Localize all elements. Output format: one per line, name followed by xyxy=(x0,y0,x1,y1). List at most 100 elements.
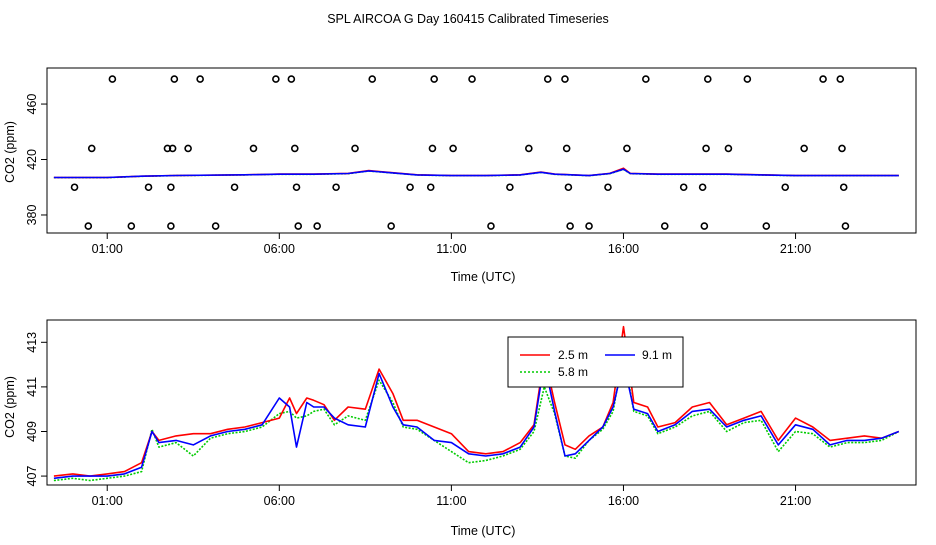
y-axis: 407 409 411 413 xyxy=(25,332,47,487)
calibration-point xyxy=(168,144,177,153)
calibration-point xyxy=(170,75,179,83)
calibration-point xyxy=(313,222,321,230)
calibration-point xyxy=(287,75,296,83)
y-axis: 380 420 460 xyxy=(25,94,47,226)
x-tick-label: 01:00 xyxy=(92,242,123,256)
calibration-point xyxy=(585,222,593,230)
calibration-point xyxy=(87,144,96,153)
plot-area xyxy=(53,75,899,230)
x-axis-label: Time (UTC) xyxy=(451,270,516,284)
plot-frame xyxy=(46,67,917,234)
y-tick-label: 413 xyxy=(25,332,39,353)
calibration-point xyxy=(290,144,299,153)
calibration-point xyxy=(294,222,303,230)
calibration-point xyxy=(184,144,192,153)
calibration-point xyxy=(144,183,153,192)
calibration-point xyxy=(525,144,533,153)
calibration-point xyxy=(84,222,93,230)
calibration-point xyxy=(428,144,437,153)
plot-frame xyxy=(46,319,917,486)
series-line-9-1-m xyxy=(53,361,900,480)
calibration-point xyxy=(660,222,669,230)
calibrated-timeseries-panel-detail: 407 409 411 413 01:00 06:00 11:00 16:00 21:00 T… xyxy=(3,319,917,538)
legend-label-9-1m: 9.1 m xyxy=(642,348,672,362)
calibration-point xyxy=(564,183,573,192)
x-axis: 01:00 06:00 11:00 16:00 21:00 xyxy=(92,233,811,256)
x-tick-label: 06:00 xyxy=(264,242,295,256)
x-tick-label: 01:00 xyxy=(92,494,123,508)
calibration-point xyxy=(623,144,631,153)
calibration-point xyxy=(430,75,438,83)
calibration-point xyxy=(332,183,340,192)
x-tick-label: 11:00 xyxy=(436,494,466,508)
y-tick-label: 460 xyxy=(25,94,39,115)
y-tick-label: 409 xyxy=(25,421,39,442)
calibration-point xyxy=(562,144,571,153)
legend-label-2-5m: 2.5 m xyxy=(558,348,588,362)
series-line-5-8-m xyxy=(53,352,900,482)
x-tick-label: 11:00 xyxy=(436,242,466,256)
x-tick-label: 06:00 xyxy=(264,494,295,508)
calibration-point xyxy=(108,75,117,83)
calibration-point xyxy=(841,222,850,230)
x-tick-label: 16:00 xyxy=(608,494,639,508)
calibration-point xyxy=(724,144,733,153)
series-line-2-5-m xyxy=(53,325,900,477)
calibration-point xyxy=(368,75,377,83)
calibration-point xyxy=(702,144,710,153)
calibration-point xyxy=(703,75,712,83)
calibration-point xyxy=(743,75,752,83)
calibration-point xyxy=(292,183,301,192)
calibration-point xyxy=(604,183,612,192)
calibration-point xyxy=(167,222,175,230)
legend-label-5-8m: 5.8 m xyxy=(558,365,588,379)
x-tick-label: 16:00 xyxy=(608,242,639,256)
calibration-point xyxy=(839,183,848,192)
calibration-point xyxy=(566,222,574,230)
calibration-point xyxy=(487,222,495,230)
x-tick-label: 21:00 xyxy=(780,494,811,508)
calibration-point xyxy=(196,75,204,83)
y-tick-label: 380 xyxy=(25,205,39,226)
y-tick-label: 407 xyxy=(25,466,39,487)
y-axis-label: CO2 (ppm) xyxy=(3,121,17,183)
calibration-point xyxy=(426,183,435,192)
calibration-point xyxy=(167,183,175,192)
calibration-point xyxy=(127,222,136,230)
calibration-point xyxy=(679,183,688,192)
x-tick-label: 21:00 xyxy=(780,242,811,256)
calibration-point xyxy=(838,144,846,153)
calibration-point xyxy=(561,75,569,83)
calibration-point xyxy=(249,144,258,153)
calibration-point xyxy=(781,183,790,192)
series-line-9-1-m xyxy=(53,168,899,179)
calibration-point xyxy=(762,222,771,230)
y-tick-label: 411 xyxy=(25,377,39,397)
calibration-point xyxy=(642,75,650,83)
calibration-point xyxy=(211,222,220,230)
calibration-point xyxy=(819,75,827,83)
figure-title: SPL AIRCOA G Day 160415 Calibrated Times… xyxy=(327,12,609,26)
plot-area xyxy=(53,325,900,482)
calibration-point xyxy=(698,183,707,192)
x-axis-label: Time (UTC) xyxy=(451,524,516,538)
calibration-point xyxy=(70,183,79,192)
calibration-point xyxy=(449,144,457,153)
calibration-point xyxy=(700,222,709,230)
legend: 2.5 m 9.1 m 5.8 m xyxy=(507,336,684,388)
series-line-5-8-m xyxy=(53,168,899,179)
calibration-point xyxy=(387,222,395,230)
calibration-point xyxy=(272,75,280,83)
calibration-point xyxy=(800,144,808,153)
y-axis-label: CO2 (ppm) xyxy=(3,376,17,438)
calibrated-timeseries-panel-overview: 380 420 460 01:00 06:00 11:00 16:00 21:00 Time… xyxy=(3,67,917,284)
legend-box xyxy=(507,336,684,388)
calibration-point xyxy=(543,75,552,83)
y-tick-label: 420 xyxy=(25,149,39,170)
calibration-point xyxy=(506,183,514,192)
calibration-point xyxy=(836,75,845,83)
calibration-point xyxy=(351,144,359,153)
x-axis: 01:00 06:00 11:00 16:00 21:00 xyxy=(92,485,811,508)
calibration-point xyxy=(230,183,239,192)
